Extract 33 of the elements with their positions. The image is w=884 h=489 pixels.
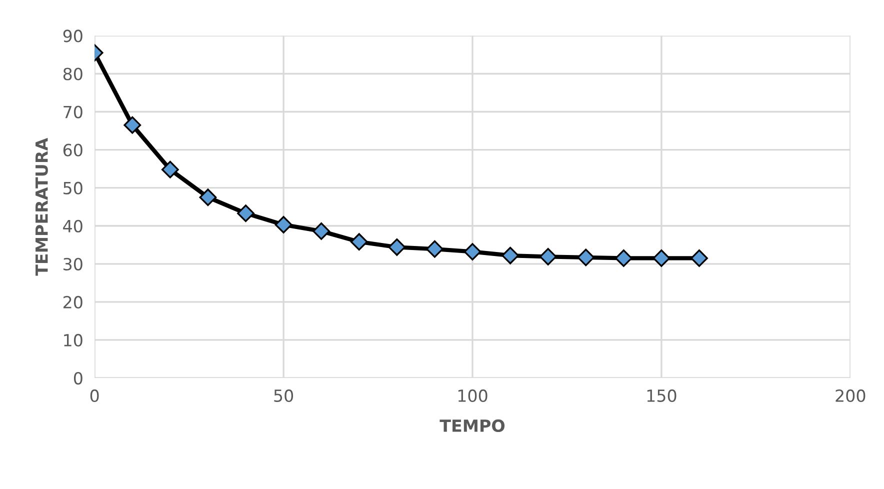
y-tick-label: 50 bbox=[64, 182, 82, 194]
point bbox=[161, 160, 179, 178]
point bbox=[652, 250, 670, 267]
y-tick-label: 10 bbox=[64, 334, 82, 347]
y-tick-label: 80 bbox=[63, 68, 82, 80]
point bbox=[577, 248, 595, 266]
y-tick-label: 0 bbox=[74, 372, 82, 385]
point bbox=[426, 240, 444, 258]
point bbox=[464, 243, 482, 260]
y-axis-title: TEMPERATURA bbox=[36, 138, 48, 276]
point bbox=[312, 222, 330, 240]
point bbox=[124, 116, 142, 134]
point bbox=[199, 188, 217, 206]
y-tick-label: 90 bbox=[63, 30, 82, 42]
y-tick-label: 60 bbox=[63, 144, 82, 156]
x-tick-label: 100 bbox=[458, 389, 488, 402]
point bbox=[274, 216, 292, 234]
x-axis-title: TEMPO bbox=[440, 419, 505, 432]
y-tick-label: 30 bbox=[64, 258, 82, 270]
y-tick-label: 20 bbox=[63, 296, 82, 308]
x-tick-label: 0 bbox=[90, 389, 99, 402]
point bbox=[539, 248, 557, 266]
x-tick-label: 50 bbox=[274, 389, 294, 402]
x-tick-label: 150 bbox=[647, 389, 676, 402]
point bbox=[690, 250, 708, 267]
point bbox=[237, 204, 254, 222]
point bbox=[614, 250, 632, 267]
point bbox=[388, 238, 406, 256]
x-tick-label: 200 bbox=[836, 389, 866, 402]
point bbox=[502, 246, 519, 264]
y-tick-label: 70 bbox=[64, 106, 82, 118]
y-tick-label: 40 bbox=[63, 220, 82, 232]
point bbox=[350, 233, 368, 251]
